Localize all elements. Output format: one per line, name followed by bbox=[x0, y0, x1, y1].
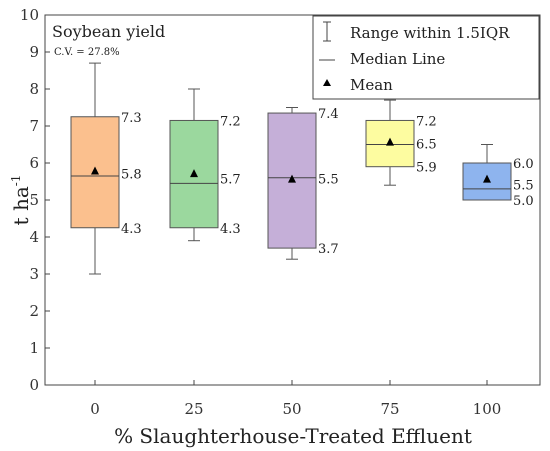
x-tick-label: 25 bbox=[184, 400, 203, 418]
legend: Range within 1.5IQR Median Line Mean bbox=[312, 15, 540, 100]
median-label: 6.5 bbox=[416, 138, 437, 153]
legend-whisker-icon bbox=[323, 21, 331, 42]
x-tick-label: 50 bbox=[282, 400, 301, 418]
box-0: 7.3 5.8 4.3 bbox=[70, 62, 142, 275]
x-axis-label: % Slaughterhouse-Treated Effluent bbox=[114, 424, 472, 448]
mean-marker bbox=[288, 174, 296, 183]
q1-label: 5.9 bbox=[416, 161, 437, 176]
q3-label: 7.2 bbox=[220, 114, 241, 129]
q3-label: 6.0 bbox=[513, 157, 534, 172]
y-tick-label: 8 bbox=[29, 80, 39, 98]
y-tick-label: 2 bbox=[29, 302, 39, 320]
q1-label: 5.0 bbox=[513, 194, 534, 209]
x-axis: 0 25 50 75 100 bbox=[90, 380, 501, 418]
median-label: 5.8 bbox=[121, 168, 142, 183]
legend-triangle-icon bbox=[323, 79, 331, 86]
y-tick-label: 6 bbox=[29, 154, 39, 172]
mean-marker bbox=[386, 137, 394, 146]
y-tick-label: 3 bbox=[29, 265, 39, 283]
mean-marker bbox=[483, 174, 491, 183]
chart-subtitle: C.V. = 27.8% bbox=[54, 47, 120, 58]
mean-marker bbox=[190, 169, 198, 178]
y-axis: 0 1 2 3 4 5 6 7 8 9 10 bbox=[20, 6, 50, 394]
chart-title: Soybean yield bbox=[52, 22, 165, 41]
x-tick-label: 100 bbox=[473, 400, 502, 418]
x-tick-label: 75 bbox=[380, 400, 399, 418]
box-50: 7.4 5.5 3.7 bbox=[267, 107, 339, 260]
median-label: 5.5 bbox=[318, 173, 339, 188]
legend-label-range: Range within 1.5IQR bbox=[350, 24, 510, 42]
q3-label: 7.3 bbox=[121, 111, 142, 126]
y-axis-label: t ha-1 bbox=[9, 175, 33, 226]
q1-label: 4.3 bbox=[121, 222, 142, 237]
q3-label: 7.2 bbox=[416, 114, 437, 129]
legend-label-median: Median Line bbox=[350, 50, 445, 68]
y-tick-label: 0 bbox=[29, 376, 39, 394]
y-axis-label-main: t ha bbox=[9, 186, 33, 225]
iqr-box bbox=[70, 116, 120, 229]
median-label: 5.7 bbox=[220, 173, 241, 188]
y-tick-label: 4 bbox=[29, 228, 39, 246]
boxes: 7.3 5.8 4.3 7.2 5.7 4.3 7.4 5.5 3.7 7.2 6.5 5.9 6.0 5… bbox=[70, 62, 534, 275]
box-25: 7.2 5.7 4.3 bbox=[169, 88, 241, 242]
y-tick-label: 10 bbox=[20, 6, 39, 24]
box-100: 6.0 5.55.0 bbox=[462, 144, 534, 209]
box-75: 7.2 6.5 5.9 bbox=[365, 99, 437, 186]
legend-label-mean: Mean bbox=[350, 76, 393, 94]
y-tick-label: 9 bbox=[29, 43, 39, 61]
y-tick-label: 5 bbox=[29, 191, 39, 209]
x-tick-label: 0 bbox=[90, 400, 100, 418]
q1-label: 3.7 bbox=[318, 242, 339, 257]
y-axis-label-sup: -1 bbox=[9, 175, 23, 187]
median-label: 5.5 bbox=[513, 178, 534, 193]
y-tick-label: 7 bbox=[29, 117, 39, 135]
legend-box bbox=[312, 15, 540, 100]
q3-label: 7.4 bbox=[318, 107, 339, 122]
y-tick-label: 1 bbox=[29, 339, 39, 357]
y-axis-label-group: t ha-1 bbox=[9, 175, 33, 226]
mean-marker bbox=[91, 166, 99, 175]
q1-label: 4.3 bbox=[220, 222, 241, 237]
